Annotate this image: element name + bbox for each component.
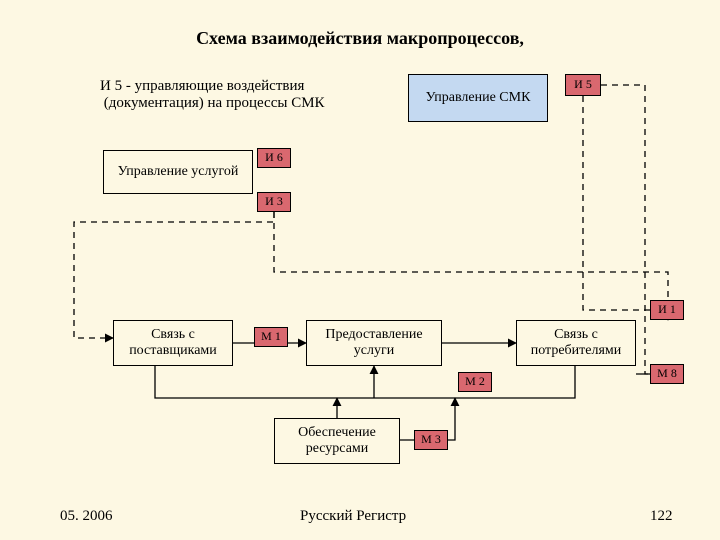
edge-1 [583, 96, 684, 310]
box-i6: И 6 [257, 148, 291, 168]
box-service: Управление услугой [103, 150, 253, 194]
box-suppliers: Связь споставщиками [113, 320, 233, 366]
box-m2: М 2 [458, 372, 492, 392]
box-provide: Предоставлениеуслуги [306, 320, 442, 366]
edge-3 [274, 212, 668, 320]
footer-page: 122 [650, 508, 673, 525]
box-i5: И 5 [565, 74, 601, 96]
footer-center: Русский Регистр [300, 508, 406, 525]
edge-9 [155, 366, 575, 398]
box-smk: Управление СМК [408, 74, 548, 122]
box-m8: М 8 [650, 364, 684, 384]
box-m3: М 3 [414, 430, 448, 450]
box-consumers: Связь спотребителями [516, 320, 636, 366]
box-resources: Обеспечениересурсами [274, 418, 400, 464]
box-i3: И 3 [257, 192, 291, 212]
box-i1: И 1 [650, 300, 684, 320]
footer-date: 05. 2006 [60, 508, 113, 525]
box-m1: М 1 [254, 327, 288, 347]
